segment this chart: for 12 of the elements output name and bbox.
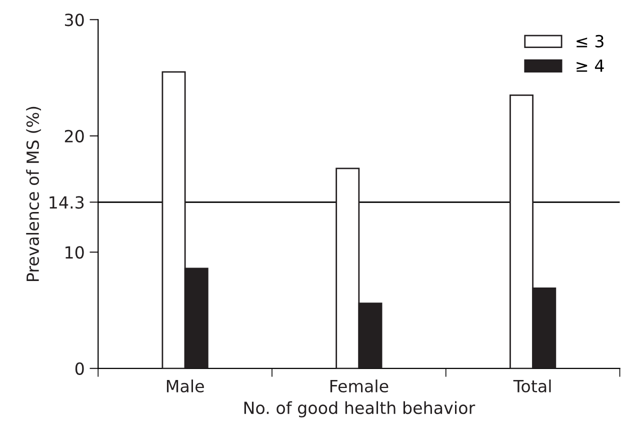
legend-label: ≥ 4 <box>576 60 604 72</box>
y-tick-label: 0 <box>75 362 84 375</box>
y-tick-label: 10 <box>66 246 84 259</box>
x-axis-title: No. of good health behavior <box>244 401 476 418</box>
y-tick-label: 30 <box>64 14 84 26</box>
y-tick-label: 14.3 <box>50 196 84 209</box>
y-tick-label: 20 <box>64 130 84 142</box>
y-axis-title: Prevalence of MS (%) <box>26 106 41 281</box>
x-tick-label: Female <box>330 380 388 392</box>
legend-label: ≤ 3 <box>576 34 604 48</box>
x-tick-label: Male <box>166 380 204 392</box>
x-tick-label: Total <box>513 380 551 392</box>
